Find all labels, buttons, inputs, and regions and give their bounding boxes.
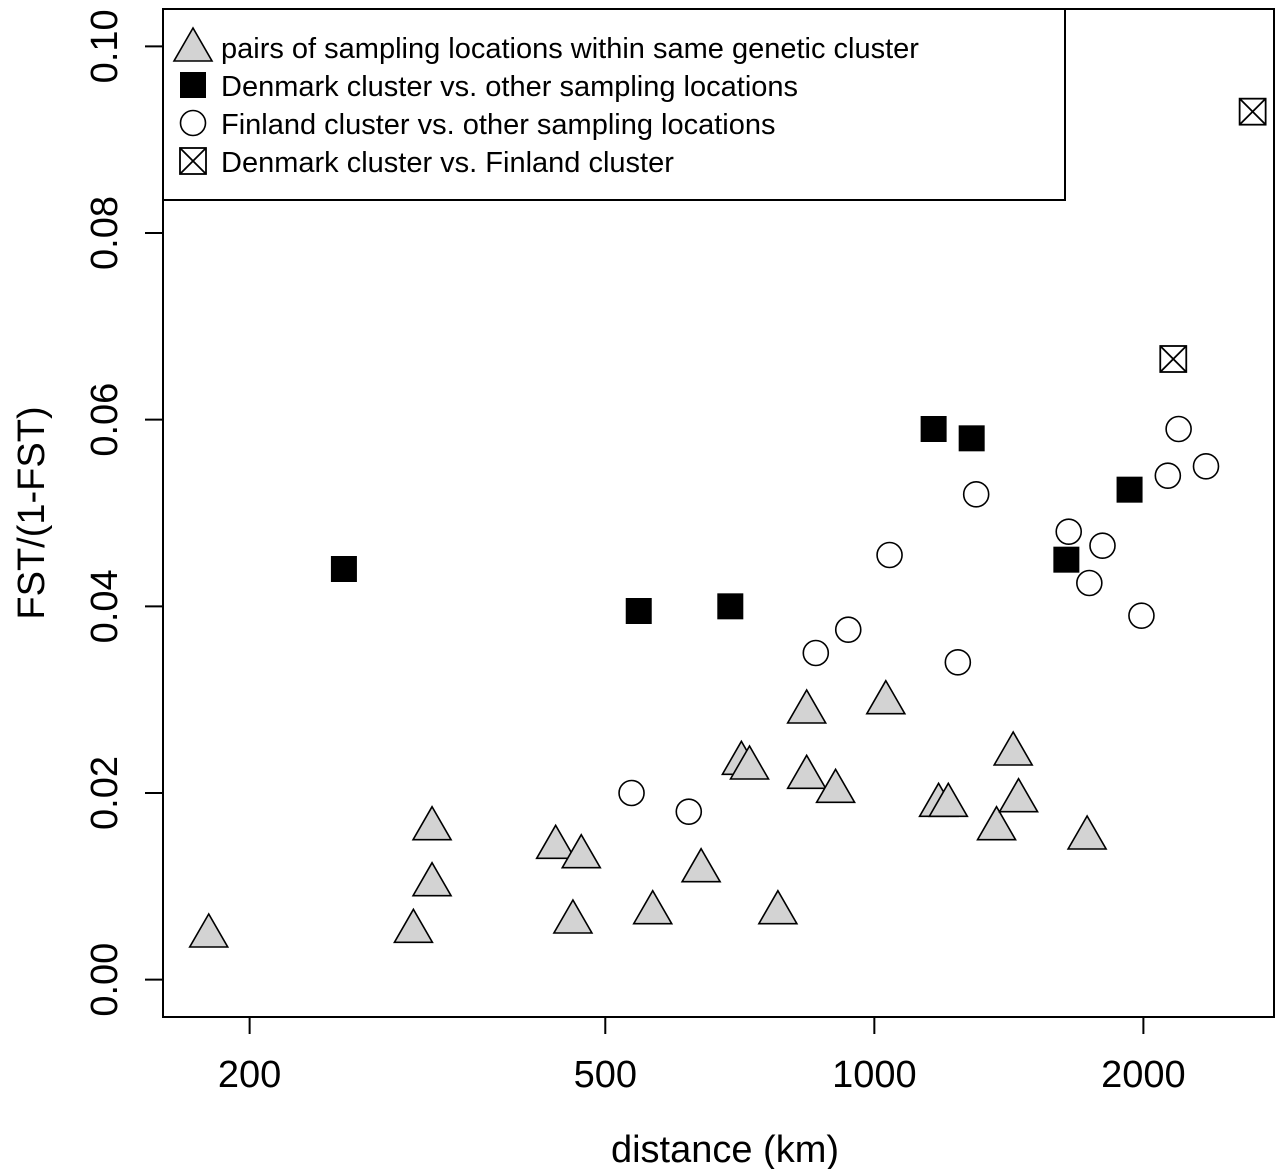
- square-marker: [958, 425, 985, 452]
- legend: pairs of sampling locations within same …: [162, 8, 1066, 201]
- circle-marker: [1154, 462, 1182, 489]
- circle-marker: [876, 541, 903, 569]
- triangle-marker: [552, 898, 594, 934]
- y-tick-label: 0.04: [84, 569, 126, 643]
- crossed-square-diag-2: [1238, 98, 1267, 126]
- circle-marker: [962, 481, 990, 508]
- y-tick-label: 0.02: [84, 756, 126, 830]
- triangle-marker: [976, 805, 1017, 841]
- y-axis: 0.00 0.02 0.04 0.06 0.08 0.10: [84, 9, 163, 1017]
- y-axis-title: FST/(1-FST): [11, 406, 53, 619]
- x-tick-label: 2000: [1101, 1054, 1186, 1096]
- square-marker: [180, 72, 206, 98]
- circle-marker: [1128, 602, 1155, 629]
- triangle-marker: [535, 823, 577, 860]
- triangle-marker: [560, 833, 602, 869]
- crossed-square-diag-2: [1159, 345, 1187, 373]
- triangle-marker: [786, 688, 828, 724]
- x-axis-title: distance (km): [611, 1129, 839, 1169]
- triangle-marker: [786, 753, 828, 790]
- legend-label: Denmark cluster vs. other sampling locat…: [221, 71, 798, 103]
- circle-marker: [1165, 415, 1192, 443]
- circle-marker: [618, 779, 645, 807]
- y-tick-label: 0.00: [84, 943, 126, 1017]
- triangle-marker: [815, 767, 856, 804]
- triangle-marker: [188, 912, 230, 948]
- triangle-marker: [729, 744, 770, 780]
- square-marker: [625, 598, 652, 624]
- circle-marker: [1055, 518, 1083, 545]
- triangle-marker: [998, 777, 1039, 813]
- triangle-marker: [632, 889, 674, 925]
- square-marker: [330, 556, 357, 582]
- legend-label: Denmark cluster vs. Finland cluster: [221, 147, 674, 179]
- crossed-square-diag-2: [179, 147, 207, 175]
- x-tick-label: 200: [218, 1054, 281, 1096]
- circle-marker: [802, 639, 830, 667]
- circle-marker: [1089, 532, 1116, 559]
- crossed-square-marker: [1159, 345, 1188, 373]
- legend-box: [162, 8, 1066, 201]
- y-tick-label: 0.08: [84, 196, 126, 270]
- legend-label: pairs of sampling locations within same …: [221, 33, 919, 65]
- triangle-marker: [411, 861, 453, 897]
- triangle-marker: [1066, 814, 1108, 850]
- x-tick-label: 1000: [832, 1054, 917, 1096]
- legend-label: Finland cluster vs. other sampling locat…: [221, 109, 775, 141]
- x-axis: 200 500 1000 2000: [218, 1017, 1186, 1096]
- square-marker: [1053, 546, 1080, 573]
- crossed-square-marker: [1238, 97, 1267, 126]
- square-marker: [920, 416, 947, 442]
- square-marker: [717, 593, 744, 620]
- triangle-marker: [865, 679, 907, 715]
- circle-marker: [1076, 569, 1103, 597]
- triangle-marker: [927, 781, 969, 818]
- triangle-marker: [992, 730, 1034, 766]
- circle-marker: [675, 798, 703, 825]
- triangle-marker: [680, 847, 722, 883]
- data-points: [188, 97, 1267, 948]
- circle-marker: [1192, 453, 1220, 480]
- square-marker: [1116, 476, 1143, 503]
- y-tick-label: 0.10: [84, 9, 126, 83]
- x-tick-label: 500: [574, 1054, 637, 1096]
- circle-marker: [834, 616, 862, 643]
- triangle-marker: [411, 805, 453, 841]
- triangle-marker: [172, 26, 214, 62]
- y-tick-label: 0.06: [84, 383, 126, 457]
- circle-marker: [179, 109, 207, 137]
- circle-marker: [944, 649, 972, 676]
- triangle-marker: [393, 907, 434, 944]
- triangle-marker: [757, 889, 799, 925]
- crossed-square-marker: [179, 147, 207, 175]
